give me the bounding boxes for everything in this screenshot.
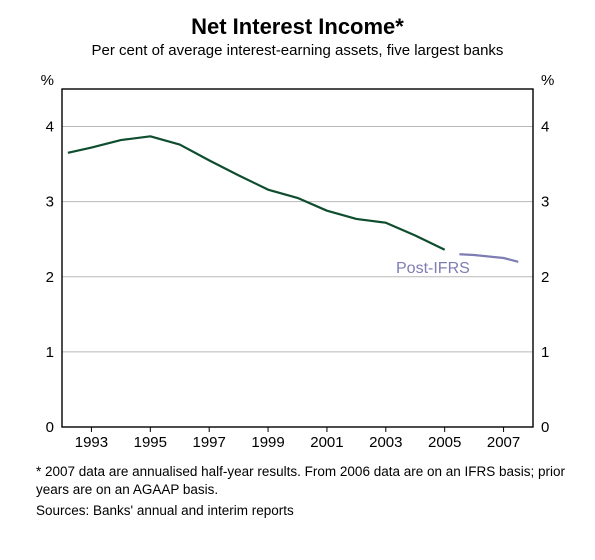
svg-text:3: 3 <box>541 194 549 211</box>
svg-text:2: 2 <box>541 269 549 286</box>
svg-text:1: 1 <box>541 344 549 361</box>
svg-text:2001: 2001 <box>310 434 343 451</box>
svg-text:0: 0 <box>541 419 549 436</box>
svg-text:2007: 2007 <box>487 434 520 451</box>
svg-text:2: 2 <box>46 269 54 286</box>
svg-text:1993: 1993 <box>75 434 108 451</box>
plot-area: 0 0 1 1 2 2 3 3 4 4%% 1993 1995 1997 1999 2001 2003 2005… <box>18 65 577 455</box>
svg-text:1: 1 <box>46 344 54 361</box>
svg-text:2005: 2005 <box>428 434 461 451</box>
svg-text:%: % <box>541 72 554 89</box>
chart-title: Net Interest Income* <box>18 14 577 40</box>
svg-text:2003: 2003 <box>369 434 402 451</box>
chart-container: Net Interest Income* Per cent of average… <box>0 0 595 560</box>
svg-text:1997: 1997 <box>193 434 226 451</box>
svg-text:0: 0 <box>46 419 54 436</box>
svg-text:%: % <box>41 72 54 89</box>
chart-svg: 0 0 1 1 2 2 3 3 4 4%% 1993 1995 1997 1999 2001 2003 2005… <box>18 65 577 455</box>
svg-text:4: 4 <box>541 119 549 136</box>
svg-text:3: 3 <box>46 194 54 211</box>
chart-sources: Sources: Banks' annual and interim repor… <box>18 503 577 518</box>
chart-subtitle: Per cent of average interest-earning ass… <box>18 42 577 59</box>
annotation-post-ifrs: Post-IFRS <box>396 260 470 277</box>
svg-text:1995: 1995 <box>134 434 167 451</box>
svg-text:4: 4 <box>46 119 54 136</box>
svg-text:1999: 1999 <box>251 434 284 451</box>
chart-footnote: * 2007 data are annualised half-year res… <box>18 463 577 499</box>
